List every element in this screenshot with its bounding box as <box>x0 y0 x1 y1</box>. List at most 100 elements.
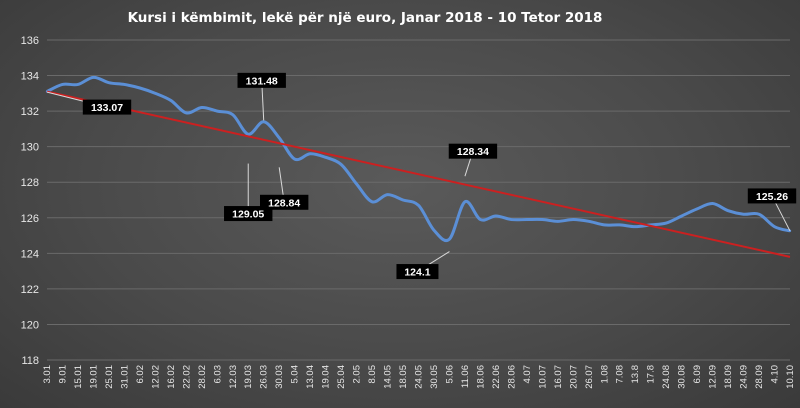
callout-label: 128.84 <box>268 197 300 209</box>
data-point <box>634 225 637 228</box>
x-tick-label: 4.07 <box>522 365 533 384</box>
data-point <box>618 223 621 227</box>
data-point <box>185 111 188 115</box>
data-point <box>510 218 513 221</box>
x-tick-label: 28.02 <box>197 365 208 389</box>
data-point <box>123 83 126 86</box>
chart-title: Kursi i këmbimit, lekë për një euro, Jan… <box>128 10 603 26</box>
data-point <box>603 223 606 227</box>
data-point <box>726 209 730 212</box>
data-point <box>556 220 560 223</box>
x-tick-label: 12.02 <box>150 365 161 389</box>
x-tick-label: 7.08 <box>615 365 626 384</box>
data-point <box>138 86 142 90</box>
y-tick-label: 118 <box>21 355 39 367</box>
x-tick-label: 10.10 <box>785 365 796 389</box>
series-layer <box>45 75 792 258</box>
x-tick-label: 30.03 <box>274 365 285 389</box>
data-point <box>401 198 405 202</box>
data-point <box>324 156 327 159</box>
x-tick-label: 31.01 <box>119 365 130 389</box>
callout-box <box>448 143 498 159</box>
data-point <box>339 163 343 166</box>
data-point <box>386 193 389 196</box>
x-tick-label: 26.03 <box>259 365 270 389</box>
y-tick-label: 120 <box>21 319 39 331</box>
x-axis-ticks: 3.01 9.01 15.01 19.01 25.01 31.01 6.02 12.02 16.… <box>42 365 796 389</box>
data-point <box>417 204 420 207</box>
data-point <box>61 83 64 86</box>
y-tick-label: 134 <box>21 71 39 83</box>
x-tick-label: 19.04 <box>321 365 332 389</box>
callout-box <box>747 188 797 204</box>
x-tick-label: 11.06 <box>460 365 471 388</box>
data-point <box>494 214 498 218</box>
callout-box <box>396 264 439 280</box>
data-point <box>308 152 312 155</box>
x-tick-label: 10.07 <box>537 365 548 389</box>
data-point <box>107 81 111 84</box>
x-tick-label: 15.01 <box>73 365 84 389</box>
data-point <box>757 213 761 216</box>
x-tick-label: 30.05 <box>429 365 440 389</box>
data-point <box>680 214 683 218</box>
x-tick-label: 30.08 <box>677 365 688 389</box>
y-tick-label: 130 <box>21 142 39 154</box>
x-tick-label: 8.05 <box>367 365 378 384</box>
data-point <box>711 202 714 205</box>
data-point <box>432 229 436 232</box>
data-point <box>463 200 467 203</box>
x-tick-label: 2.05 <box>352 365 363 384</box>
x-tick-label: 13.8 <box>630 365 641 384</box>
callout-box <box>237 72 286 88</box>
callout-label: 124.1 <box>404 267 430 279</box>
x-tick-label: 20.07 <box>568 365 579 389</box>
data-point <box>154 92 157 95</box>
data-point <box>587 220 590 223</box>
y-tick-label: 126 <box>21 213 39 225</box>
x-tick-label: 5.04 <box>290 365 301 384</box>
data-point <box>216 109 219 113</box>
data-point <box>169 99 173 102</box>
x-tick-label: 16.02 <box>166 365 177 389</box>
callout-box <box>259 194 309 210</box>
x-tick-label: 6.02 <box>135 365 146 384</box>
data-point <box>92 76 95 79</box>
x-tick-label: 14.05 <box>383 365 394 389</box>
x-tick-label: 25.01 <box>104 365 115 389</box>
x-tick-label: 24.05 <box>414 365 425 389</box>
data-point <box>262 120 265 123</box>
callout-label: 128.34 <box>457 146 489 158</box>
x-tick-label: 3.01 <box>42 365 53 384</box>
data-point <box>200 106 203 109</box>
x-tick-label: 9.01 <box>57 365 68 384</box>
x-tick-label: 25.04 <box>336 365 347 389</box>
data-point <box>525 218 529 221</box>
x-tick-label: 5.06 <box>444 365 455 384</box>
data-point <box>664 221 668 225</box>
x-tick-label: 18.05 <box>398 365 409 389</box>
x-tick-label: 12.03 <box>228 365 239 389</box>
x-tick-label: 12.09 <box>708 365 719 389</box>
x-tick-label: 22.02 <box>181 365 192 389</box>
x-tick-label: 18.09 <box>723 365 734 389</box>
x-tick-label: 16.07 <box>553 365 564 389</box>
data-point <box>742 213 745 216</box>
callout-layer: 133.07 131.48 129.05 128.84 128.34 124.1 125.2… <box>46 72 797 280</box>
y-tick-label: 132 <box>21 106 39 118</box>
data-point <box>479 218 482 221</box>
x-tick-label: 13.04 <box>305 365 316 389</box>
callout-box <box>82 99 132 115</box>
data-point <box>231 113 234 116</box>
data-point <box>76 83 80 86</box>
trend-line <box>46 90 791 258</box>
data-point <box>370 200 374 203</box>
data-point <box>448 237 451 241</box>
x-tick-label: 24.08 <box>661 365 672 389</box>
x-tick-label: 1.08 <box>599 365 610 384</box>
x-tick-label: 6.09 <box>692 365 703 384</box>
callout-box <box>224 206 273 222</box>
callout-label: 131.48 <box>246 75 278 87</box>
